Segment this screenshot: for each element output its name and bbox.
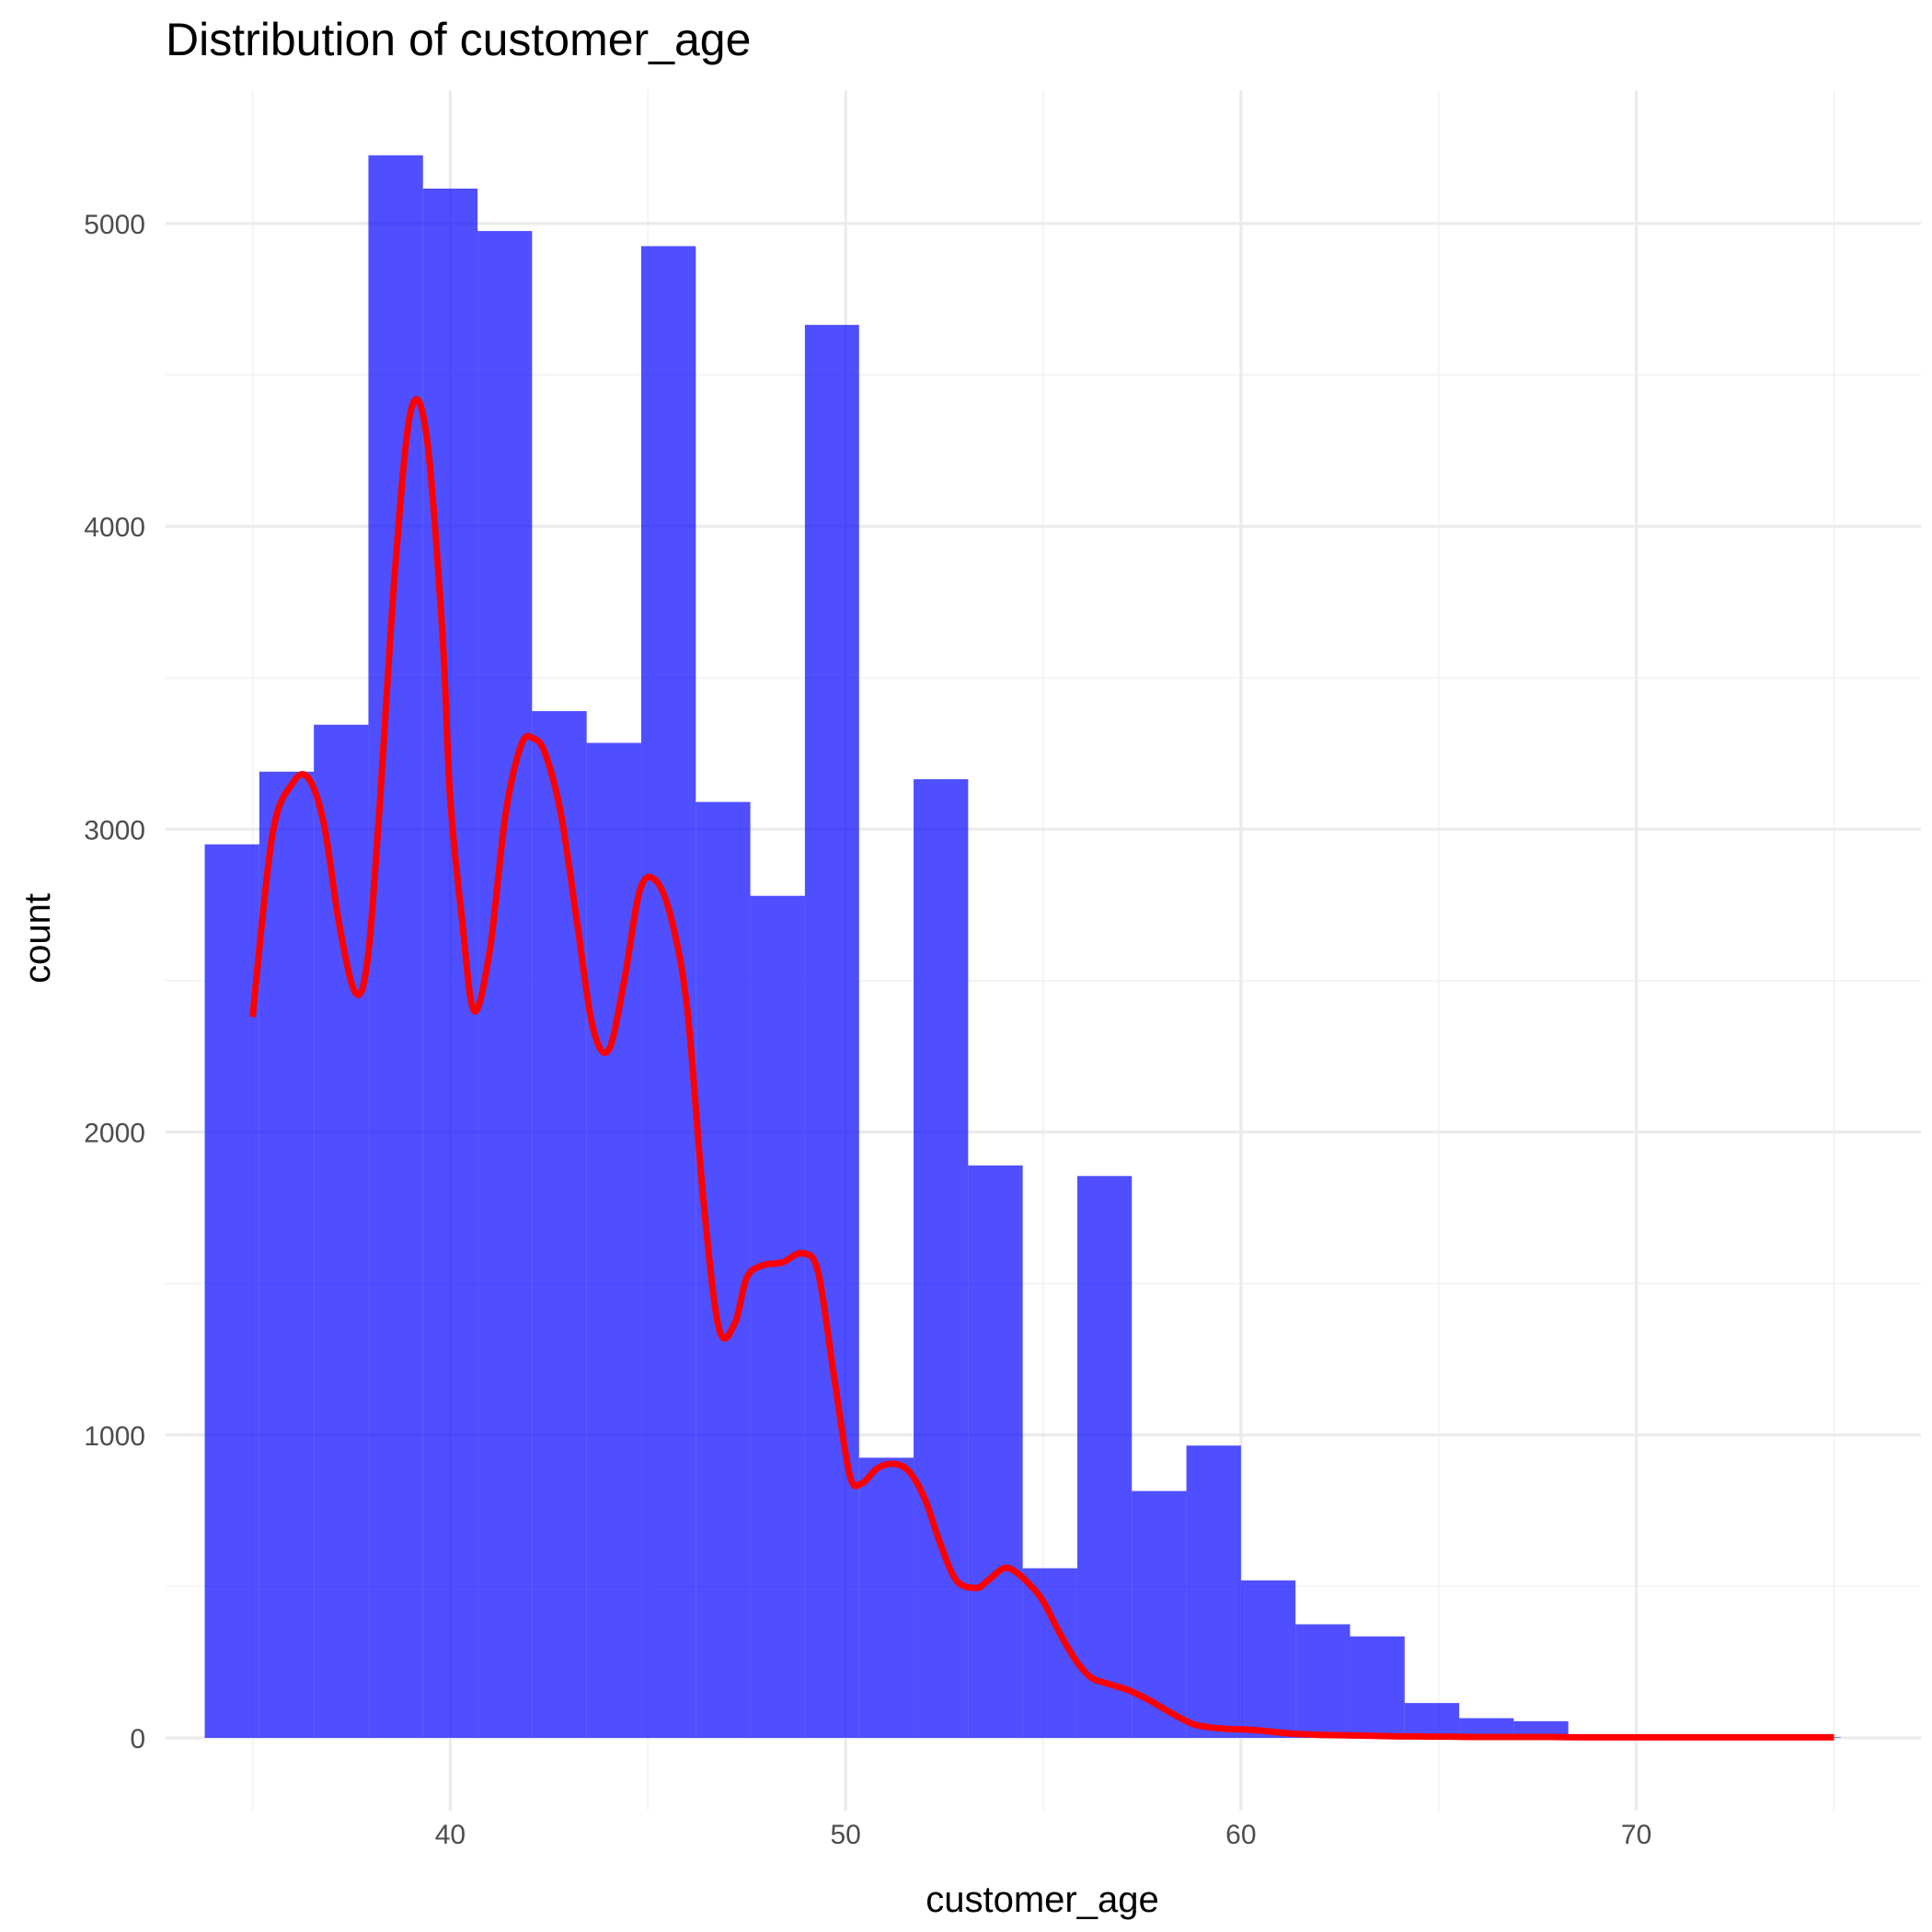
y-tick-label: 0 (130, 1724, 145, 1754)
histogram-bar (968, 1165, 1023, 1738)
x-tick-label: 60 (1225, 1820, 1256, 1850)
histogram-bar (368, 155, 423, 1738)
y-tick-label: 5000 (84, 210, 145, 240)
density-curve-layer (249, 396, 1834, 1741)
y-tick-label: 1000 (84, 1421, 145, 1452)
histogram-bar (532, 710, 587, 1738)
x-axis-title: customer_age (926, 1880, 1158, 1920)
x-tick-label: 50 (830, 1820, 860, 1850)
histogram-bar (804, 325, 859, 1738)
histogram-bars (204, 155, 1841, 1738)
histogram-bar (1404, 1703, 1460, 1738)
histogram-bar (914, 778, 969, 1738)
histogram-bar (1186, 1445, 1241, 1738)
histogram-bar (750, 895, 805, 1738)
histogram-bar (858, 1457, 914, 1738)
histogram-bar (586, 742, 641, 1738)
histogram-bar (1240, 1580, 1296, 1738)
histogram-bar (314, 724, 369, 1738)
histogram-bar (1513, 1720, 1569, 1738)
histogram-bar (259, 771, 315, 1738)
density-curve (249, 396, 1834, 1741)
histogram-bar (1350, 1636, 1405, 1738)
histogram-bar (1076, 1176, 1133, 1738)
histogram-bar (696, 801, 751, 1738)
x-tick-label: 40 (435, 1820, 466, 1850)
x-tick-label: 70 (1621, 1820, 1651, 1850)
chart-title: Distribution of customer_age (166, 14, 751, 65)
y-tick-label: 4000 (84, 512, 145, 543)
tick-labels: 40 50 60 70 0 1000 2000 3000 4000 5000 (84, 210, 1651, 1850)
y-tick-label: 3000 (84, 815, 145, 845)
y-axis-title: count (17, 893, 58, 983)
y-tick-label: 2000 (84, 1119, 145, 1149)
histogram-bar (1459, 1718, 1514, 1738)
histogram-bar (1132, 1490, 1187, 1738)
histogram-bar (1295, 1624, 1351, 1738)
histogram-bar (204, 844, 259, 1738)
